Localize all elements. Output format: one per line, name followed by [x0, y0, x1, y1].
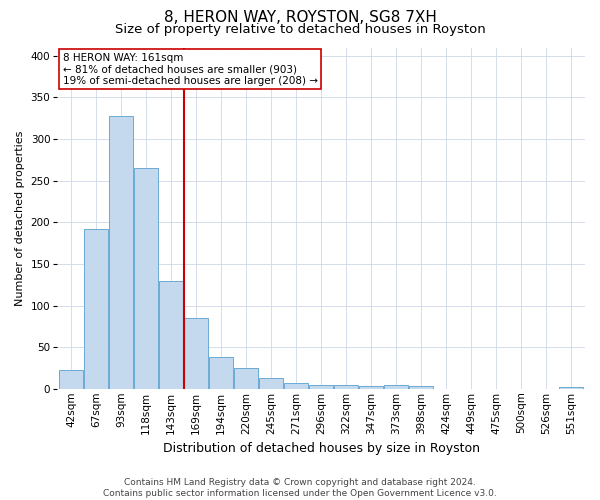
- Text: 8, HERON WAY, ROYSTON, SG8 7XH: 8, HERON WAY, ROYSTON, SG8 7XH: [164, 10, 436, 25]
- Bar: [134, 168, 158, 389]
- Text: 8 HERON WAY: 161sqm
← 81% of detached houses are smaller (903)
19% of semi-detac: 8 HERON WAY: 161sqm ← 81% of detached ho…: [62, 52, 317, 86]
- Bar: [109, 116, 133, 389]
- Bar: [84, 229, 108, 389]
- X-axis label: Distribution of detached houses by size in Royston: Distribution of detached houses by size …: [163, 442, 479, 455]
- Bar: [284, 383, 308, 389]
- Bar: [559, 387, 583, 389]
- Bar: [309, 386, 333, 389]
- Bar: [234, 368, 258, 389]
- Bar: [334, 386, 358, 389]
- Bar: [359, 386, 383, 389]
- Text: Size of property relative to detached houses in Royston: Size of property relative to detached ho…: [115, 22, 485, 36]
- Bar: [259, 378, 283, 389]
- Bar: [184, 318, 208, 389]
- Bar: [409, 386, 433, 389]
- Bar: [59, 370, 83, 389]
- Text: Contains HM Land Registry data © Crown copyright and database right 2024.
Contai: Contains HM Land Registry data © Crown c…: [103, 478, 497, 498]
- Bar: [384, 386, 408, 389]
- Y-axis label: Number of detached properties: Number of detached properties: [15, 130, 25, 306]
- Bar: [159, 280, 183, 389]
- Bar: [209, 357, 233, 389]
